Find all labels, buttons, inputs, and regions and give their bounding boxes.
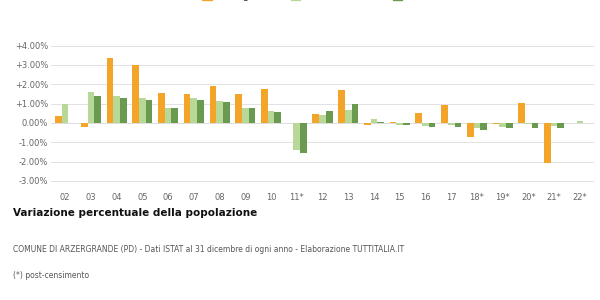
Bar (235, 94, 242, 123)
Bar (352, 104, 358, 123)
Bar (313, 114, 319, 123)
Bar (345, 110, 352, 123)
Bar (274, 112, 281, 123)
Bar (364, 123, 371, 125)
Bar (422, 123, 429, 126)
Bar (441, 105, 448, 123)
Bar (518, 103, 525, 123)
Bar (146, 100, 152, 123)
Bar (113, 96, 120, 123)
Bar (415, 113, 422, 123)
Bar (172, 108, 178, 123)
Bar (107, 58, 113, 123)
Bar (557, 123, 564, 128)
Bar (551, 123, 557, 126)
Bar (506, 123, 512, 128)
Text: (*) post-censimento: (*) post-censimento (13, 272, 89, 280)
Bar (429, 123, 436, 127)
Bar (242, 108, 248, 123)
Bar (248, 108, 256, 123)
Bar (499, 123, 506, 127)
Legend: Arzergrande, Provincia di PD, Veneto: Arzergrande, Provincia di PD, Veneto (198, 0, 447, 5)
Bar (94, 96, 101, 123)
Bar (120, 98, 127, 123)
Bar (184, 94, 190, 123)
Text: COMUNE DI ARZERGRANDE (PD) - Dati ISTAT al 31 dicembre di ogni anno - Elaborazio: COMUNE DI ARZERGRANDE (PD) - Dati ISTAT … (13, 244, 404, 253)
Bar (480, 123, 487, 130)
Bar (525, 123, 532, 124)
Bar (300, 123, 307, 153)
Bar (261, 89, 268, 123)
Bar (216, 101, 223, 123)
Bar (268, 111, 274, 123)
Bar (467, 123, 473, 137)
Bar (493, 123, 499, 124)
Bar (133, 64, 139, 123)
Bar (223, 102, 230, 123)
Bar (197, 100, 204, 123)
Bar (455, 123, 461, 127)
Text: Variazione percentuale della popolazione: Variazione percentuale della popolazione (13, 208, 257, 218)
Bar (62, 103, 68, 123)
Bar (209, 86, 216, 123)
Bar (139, 98, 146, 123)
Bar (326, 111, 332, 123)
Bar (403, 123, 410, 125)
Bar (293, 123, 300, 150)
Bar (577, 121, 583, 123)
Bar (371, 119, 377, 123)
Bar (338, 91, 345, 123)
Bar (81, 123, 88, 127)
Bar (448, 123, 455, 125)
Bar (88, 92, 94, 123)
Bar (473, 123, 480, 128)
Bar (532, 123, 538, 128)
Bar (55, 116, 62, 123)
Bar (377, 122, 384, 123)
Bar (319, 115, 326, 123)
Bar (158, 93, 165, 123)
Bar (190, 98, 197, 123)
Bar (397, 123, 403, 125)
Bar (389, 122, 397, 123)
Bar (165, 108, 172, 123)
Bar (544, 123, 551, 163)
